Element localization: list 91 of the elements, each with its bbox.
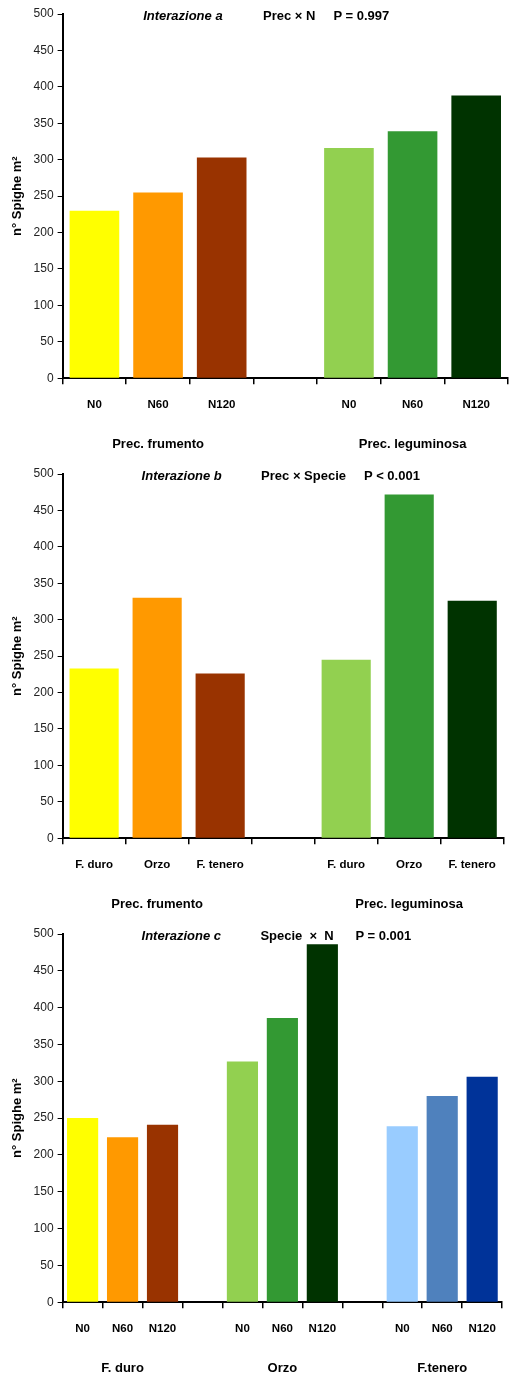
y-tick-label: 250 xyxy=(33,648,54,663)
y-tick-label: 50 xyxy=(40,1257,54,1272)
chart-subtitle: Prec × N P = 0.997 xyxy=(263,7,390,23)
bar xyxy=(466,1076,498,1302)
bar xyxy=(67,1118,99,1302)
x-tick-label: N60 xyxy=(431,1322,453,1335)
text: Prec. frumento xyxy=(111,895,204,911)
y-tick-label: 50 xyxy=(40,794,54,809)
text: Prec. frumento xyxy=(112,435,204,451)
bar xyxy=(69,668,119,838)
text: F. duro xyxy=(101,1359,144,1375)
y-tick-label: 350 xyxy=(33,115,54,130)
y-tick-label: 100 xyxy=(33,1220,54,1235)
bar xyxy=(306,944,338,1302)
text: Prec. leguminosa xyxy=(355,895,464,911)
bar xyxy=(386,1126,418,1302)
y-tick-label: 0 xyxy=(46,830,54,845)
bar xyxy=(69,210,120,378)
chart-subtitle: Prec × Specie P < 0.001 xyxy=(261,467,420,483)
x-tick-label: N120 xyxy=(207,398,236,411)
y-tick-label: 400 xyxy=(33,79,54,94)
x-tick-label: N120 xyxy=(308,1322,337,1335)
x-tick-label: N120 xyxy=(148,1322,177,1335)
bar xyxy=(447,600,497,838)
chart-title: Interazione a xyxy=(143,7,223,23)
text: F.tenero xyxy=(417,1359,468,1375)
x-tick-label: N60 xyxy=(402,398,424,411)
x-tick-label: N120 xyxy=(468,1322,496,1335)
bar xyxy=(426,1096,458,1302)
y-tick-label: 0 xyxy=(46,1294,54,1309)
x-tick-label: N60 xyxy=(271,1322,293,1335)
bar xyxy=(384,494,434,838)
y-tick-label: 350 xyxy=(33,1036,54,1051)
x-tick-label: F. tenero xyxy=(448,858,496,871)
bar xyxy=(266,1017,298,1302)
y-tick-label: 300 xyxy=(33,611,54,626)
y-tick-label: 250 xyxy=(33,188,54,203)
y-tick-label: 300 xyxy=(33,151,54,166)
chart-title: Interazione b xyxy=(141,467,222,483)
bar xyxy=(324,148,374,378)
chart-subtitle: Specie × N P = 0.001 xyxy=(260,927,412,943)
y-tick-label: 200 xyxy=(33,684,54,699)
y-tick-label: 500 xyxy=(33,6,54,21)
x-tick-label: N0 xyxy=(75,1322,90,1335)
x-tick-label: F. duro xyxy=(75,858,113,871)
y-tick-label: 0 xyxy=(46,370,54,385)
y-tick-label: 400 xyxy=(33,539,54,554)
bar xyxy=(106,1137,139,1302)
x-tick-label: N0 xyxy=(87,398,102,411)
bar xyxy=(195,673,245,838)
y-tick-label: 150 xyxy=(33,261,54,276)
bar xyxy=(226,1061,259,1302)
y-tick-label: 350 xyxy=(33,575,54,590)
bar xyxy=(146,1124,179,1302)
y-tick-label: 200 xyxy=(33,1147,54,1162)
x-tick-label: Orzo xyxy=(396,858,423,871)
y-tick-label: 200 xyxy=(33,224,54,239)
y-tick-label: 50 xyxy=(40,334,54,349)
y-tick-label: 150 xyxy=(33,1184,54,1199)
y-tick-label: 100 xyxy=(33,757,54,772)
y-tick-label: 450 xyxy=(33,502,54,517)
bar xyxy=(196,157,247,378)
chart-title: Interazione c xyxy=(141,927,222,943)
bar xyxy=(387,131,438,378)
x-tick-label: N120 xyxy=(462,398,490,411)
y-axis-title: n° Spighe m² xyxy=(9,155,25,236)
bar xyxy=(451,95,501,378)
y-tick-label: 100 xyxy=(33,297,54,312)
y-tick-label: 150 xyxy=(33,721,54,736)
text: Prec. leguminosa xyxy=(358,435,468,451)
x-tick-label: N0 xyxy=(235,1322,250,1335)
x-tick-label: N60 xyxy=(147,398,169,411)
x-tick-label: N0 xyxy=(341,398,357,411)
text: Orzo xyxy=(267,1359,298,1375)
y-tick-label: 500 xyxy=(33,926,54,941)
x-tick-label: N0 xyxy=(394,1322,410,1335)
bar xyxy=(321,659,371,838)
y-tick-label: 450 xyxy=(33,963,54,978)
x-tick-label: F. tenero xyxy=(196,858,244,871)
y-tick-label: 500 xyxy=(33,466,54,481)
y-tick-label: 400 xyxy=(33,999,54,1014)
x-tick-label: N60 xyxy=(112,1322,134,1335)
x-tick-label: F. duro xyxy=(327,858,366,871)
x-tick-label: Orzo xyxy=(144,858,171,871)
y-axis-title: n° Spighe m² xyxy=(9,615,25,696)
y-tick-label: 300 xyxy=(33,1073,54,1088)
y-tick-label: 450 xyxy=(33,42,54,57)
y-axis-title: n° Spighe m² xyxy=(9,1077,25,1158)
bar xyxy=(132,597,182,838)
bar xyxy=(133,192,183,378)
y-tick-label: 250 xyxy=(33,1110,54,1125)
